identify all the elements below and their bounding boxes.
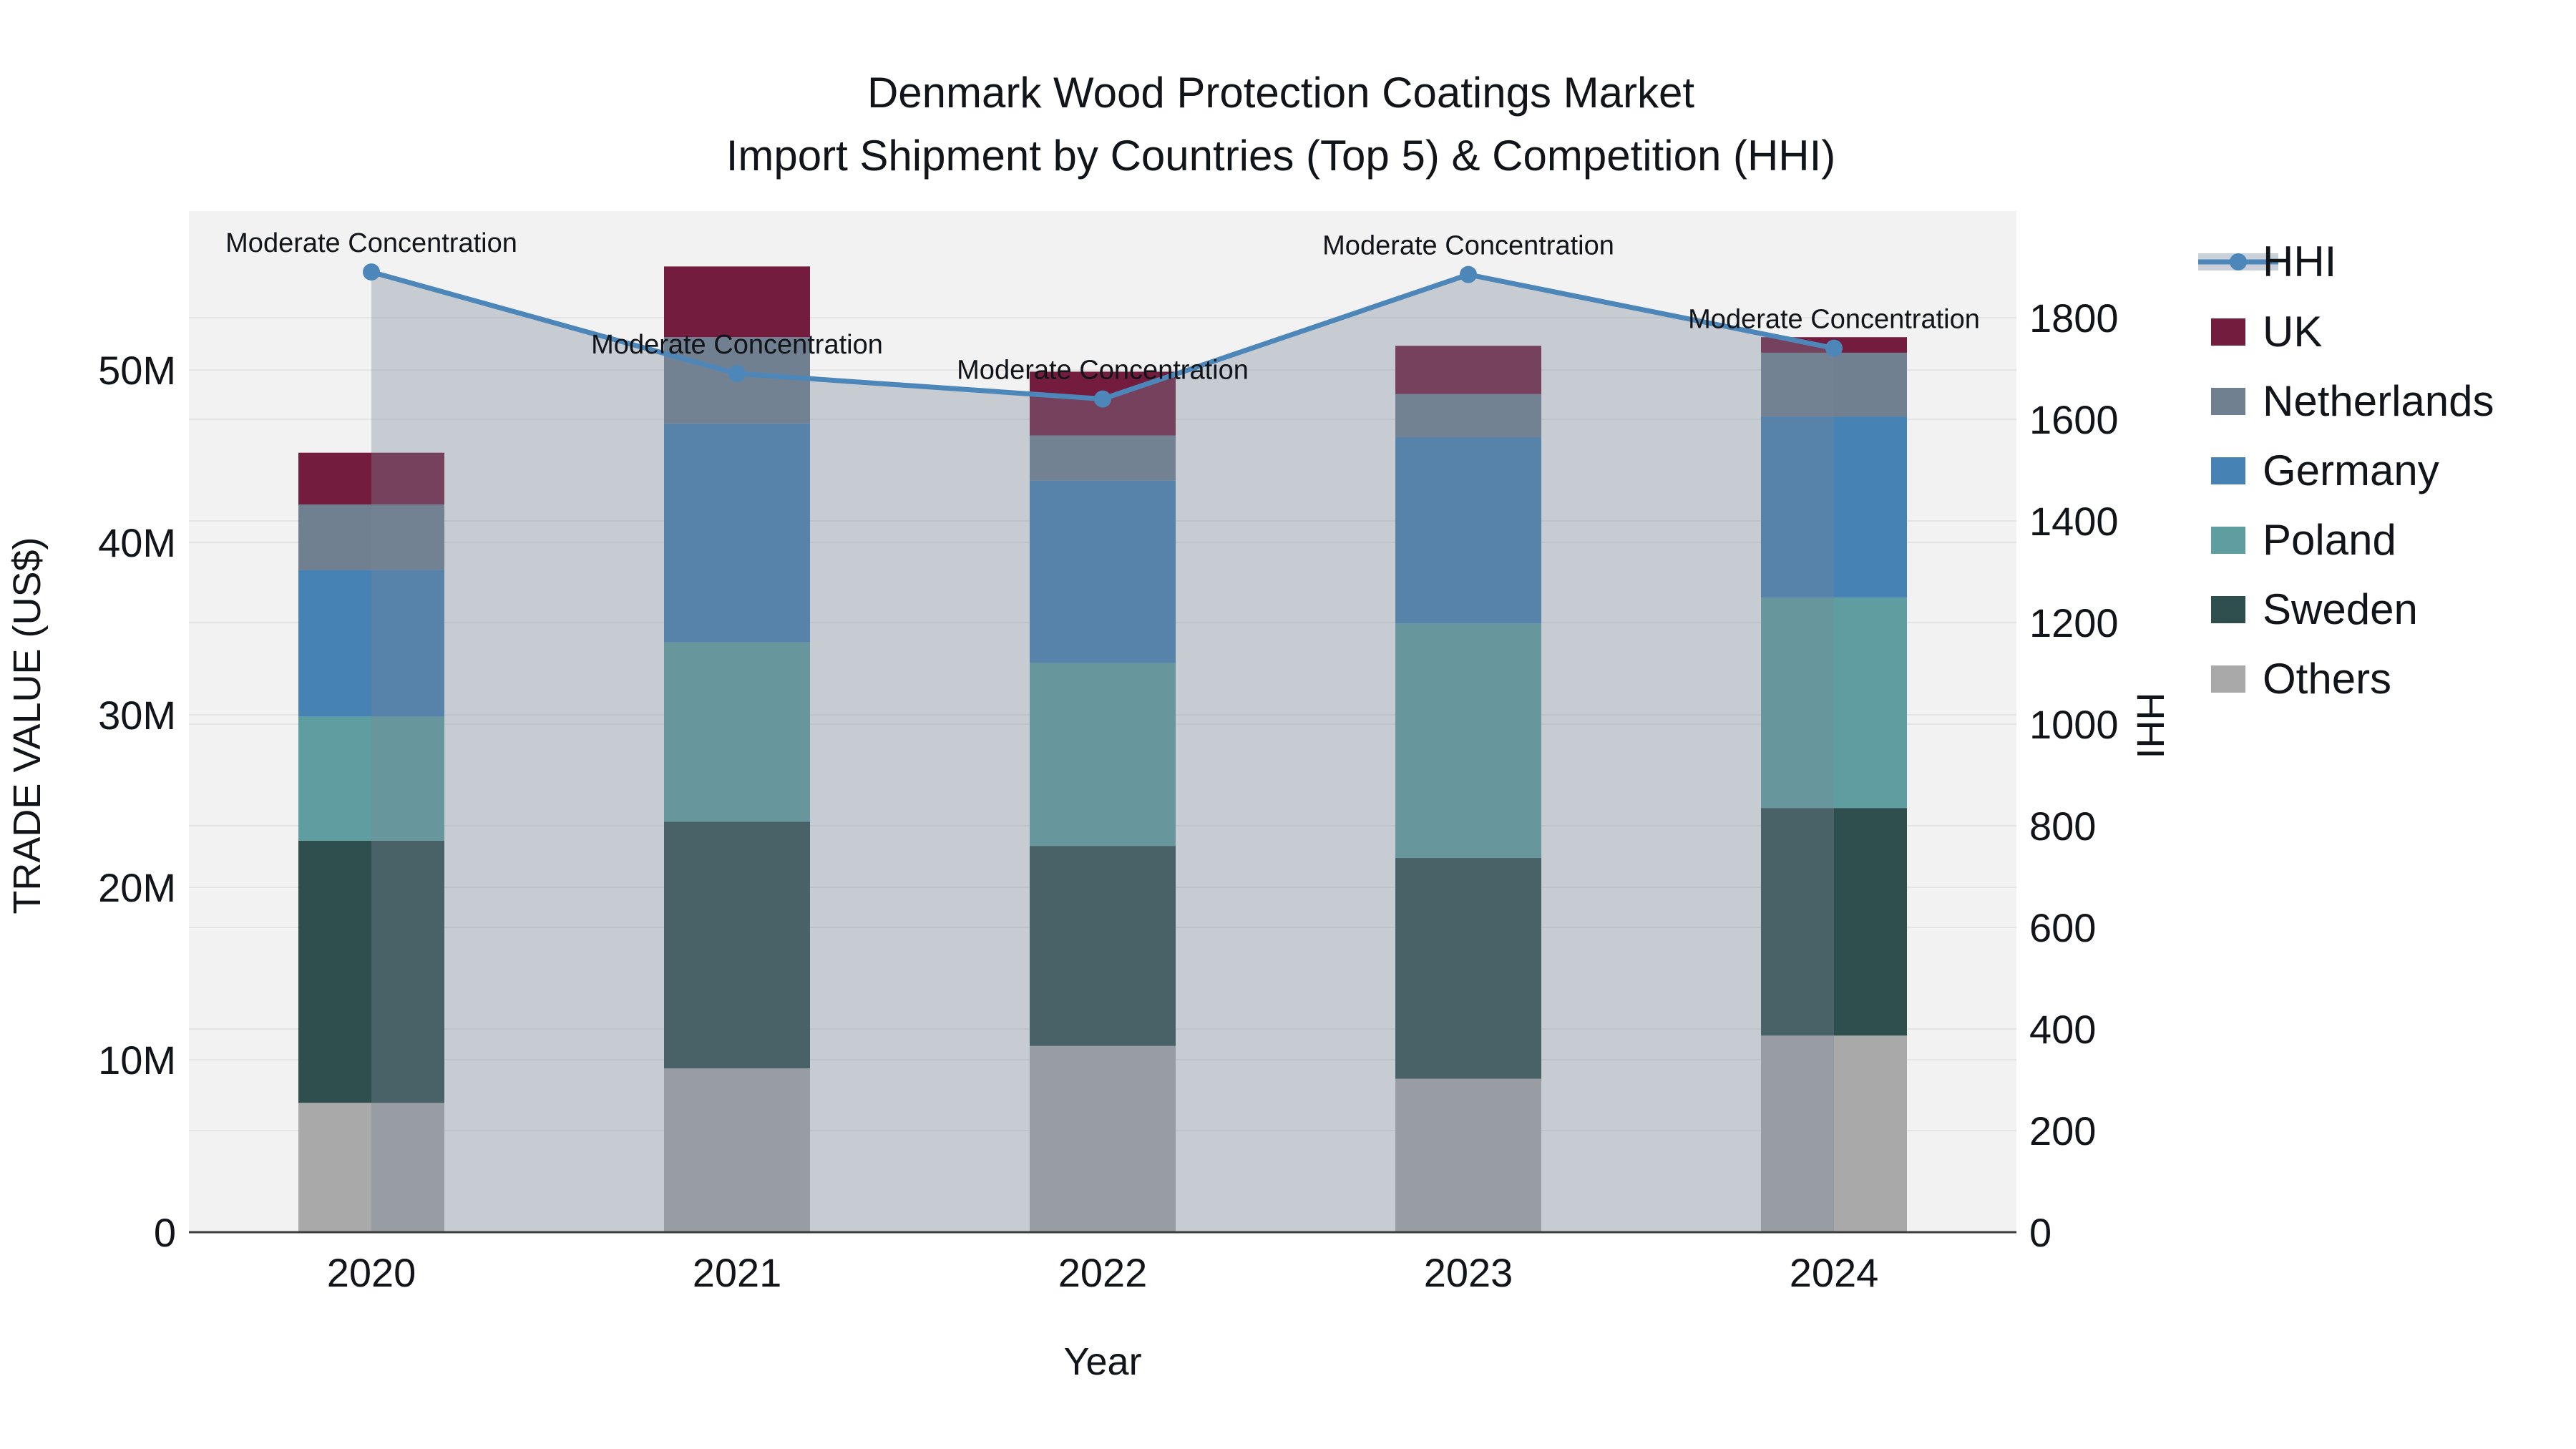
bar-segment-sweden-2021[interactable] xyxy=(664,821,810,1069)
bar-segment-others-2022[interactable] xyxy=(1030,1045,1176,1232)
bar-segment-uk-2021[interactable] xyxy=(664,266,810,338)
legend-hhi-marker-icon xyxy=(2230,253,2247,270)
y-right-tick-600: 600 xyxy=(2029,905,2096,950)
legend-item-poland[interactable]: Poland xyxy=(2211,516,2396,564)
bar-segment-others-2020[interactable] xyxy=(298,1103,444,1232)
bar-segment-others-2023[interactable] xyxy=(1395,1078,1541,1232)
bar-segment-poland-2021[interactable] xyxy=(664,642,810,822)
legend-swatch-uk-icon xyxy=(2211,318,2245,346)
y-right-tick-400: 400 xyxy=(2029,1007,2096,1052)
y-left-tick-10M: 10M xyxy=(98,1038,176,1083)
y-left-tick-50M: 50M xyxy=(98,348,176,393)
y-right-tick-200: 200 xyxy=(2029,1108,2096,1153)
bar-segment-uk-2023[interactable] xyxy=(1395,346,1541,394)
legend-item-uk[interactable]: UK xyxy=(2211,308,2322,356)
hhi-marker-2021[interactable] xyxy=(728,365,746,383)
legend-label-uk: UK xyxy=(2263,308,2322,356)
bar-segment-sweden-2023[interactable] xyxy=(1395,858,1541,1079)
legend-swatch-germany-icon xyxy=(2211,457,2245,484)
bar-segment-netherlands-2024[interactable] xyxy=(1761,352,1907,417)
hhi-marker-2023[interactable] xyxy=(1460,265,1477,283)
bar-segment-poland-2024[interactable] xyxy=(1761,597,1907,809)
annotation-2021: Moderate Concentration xyxy=(591,330,883,360)
y-right-tick-1000: 1000 xyxy=(2029,702,2119,747)
x-tick-2020: 2020 xyxy=(327,1250,416,1295)
bar-segment-others-2024[interactable] xyxy=(1761,1035,1907,1232)
y-right-tick-800: 800 xyxy=(2029,804,2096,849)
x-tick-2021: 2021 xyxy=(693,1250,782,1295)
x-tick-2024: 2024 xyxy=(1790,1250,1879,1295)
bar-segment-netherlands-2020[interactable] xyxy=(298,504,444,570)
bar-segment-poland-2023[interactable] xyxy=(1395,623,1541,859)
legend-label-germany: Germany xyxy=(2263,447,2439,494)
y-left-tick-0: 0 xyxy=(154,1210,176,1255)
y-right-tick-1800: 1800 xyxy=(2029,296,2119,341)
bar-segment-germany-2023[interactable] xyxy=(1395,436,1541,624)
y-axis-title-left: TRADE VALUE (US$) xyxy=(6,537,49,914)
bar-segment-germany-2020[interactable] xyxy=(298,570,444,717)
bar-segment-poland-2020[interactable] xyxy=(298,716,444,841)
bar-segment-germany-2024[interactable] xyxy=(1761,416,1907,598)
annotation-2024: Moderate Concentration xyxy=(1688,305,1980,335)
legend-label-others: Others xyxy=(2263,655,2391,703)
y-right-tick-1200: 1200 xyxy=(2029,600,2119,645)
y-right-tick-1600: 1600 xyxy=(2029,397,2119,442)
legend-swatch-netherlands-icon xyxy=(2211,388,2245,415)
bar-segment-sweden-2022[interactable] xyxy=(1030,846,1176,1046)
y-right-tick-1400: 1400 xyxy=(2029,499,2119,544)
hhi-marker-2020[interactable] xyxy=(363,263,380,281)
hhi-area-fill xyxy=(371,272,1834,1233)
annotation-2022: Moderate Concentration xyxy=(957,356,1249,386)
legend-label-hhi: HHI xyxy=(2263,238,2336,286)
bar-segment-germany-2022[interactable] xyxy=(1030,480,1176,663)
legend-item-germany[interactable]: Germany xyxy=(2211,447,2439,494)
chart-title-line1: Denmark Wood Protection Coatings Market xyxy=(867,69,1695,117)
legend-item-sweden[interactable]: Sweden xyxy=(2211,585,2418,633)
bar-segment-germany-2021[interactable] xyxy=(664,423,810,643)
legend-label-sweden: Sweden xyxy=(2263,585,2418,633)
y-left-tick-30M: 30M xyxy=(98,693,176,738)
legend-item-hhi[interactable]: HHI xyxy=(2198,238,2336,286)
x-tick-2022: 2022 xyxy=(1058,1250,1148,1295)
bar-segment-netherlands-2023[interactable] xyxy=(1395,394,1541,437)
annotation-2020: Moderate Concentration xyxy=(225,228,517,258)
bar-segment-others-2021[interactable] xyxy=(664,1068,810,1232)
bar-segment-netherlands-2022[interactable] xyxy=(1030,435,1176,481)
y-right-tick-0: 0 xyxy=(2029,1210,2051,1255)
hhi-marker-2022[interactable] xyxy=(1094,390,1111,408)
chart-title-line2: Import Shipment by Countries (Top 5) & C… xyxy=(726,132,1836,180)
legend-swatch-others-icon xyxy=(2211,665,2245,693)
x-axis-title: Year xyxy=(1063,1340,1142,1383)
legend-swatch-poland-icon xyxy=(2211,527,2245,554)
bar-segment-sweden-2020[interactable] xyxy=(298,840,444,1103)
hhi-marker-2024[interactable] xyxy=(1825,339,1843,357)
x-tick-2023: 2023 xyxy=(1424,1250,1513,1295)
legend-label-netherlands: Netherlands xyxy=(2263,377,2494,425)
bar-segment-uk-2020[interactable] xyxy=(298,452,444,504)
y-left-tick-40M: 40M xyxy=(98,520,176,565)
legend-item-netherlands[interactable]: Netherlands xyxy=(2211,377,2494,425)
annotation-2023: Moderate Concentration xyxy=(1322,231,1614,261)
y-left-tick-20M: 20M xyxy=(98,865,176,910)
bar-segment-sweden-2024[interactable] xyxy=(1761,808,1907,1036)
y-axis-title-right: HHI xyxy=(2129,692,2172,759)
bar-segment-poland-2022[interactable] xyxy=(1030,663,1176,847)
legend-swatch-sweden-icon xyxy=(2211,596,2245,623)
legend-label-poland: Poland xyxy=(2263,516,2396,564)
legend-item-others[interactable]: Others xyxy=(2211,655,2391,703)
